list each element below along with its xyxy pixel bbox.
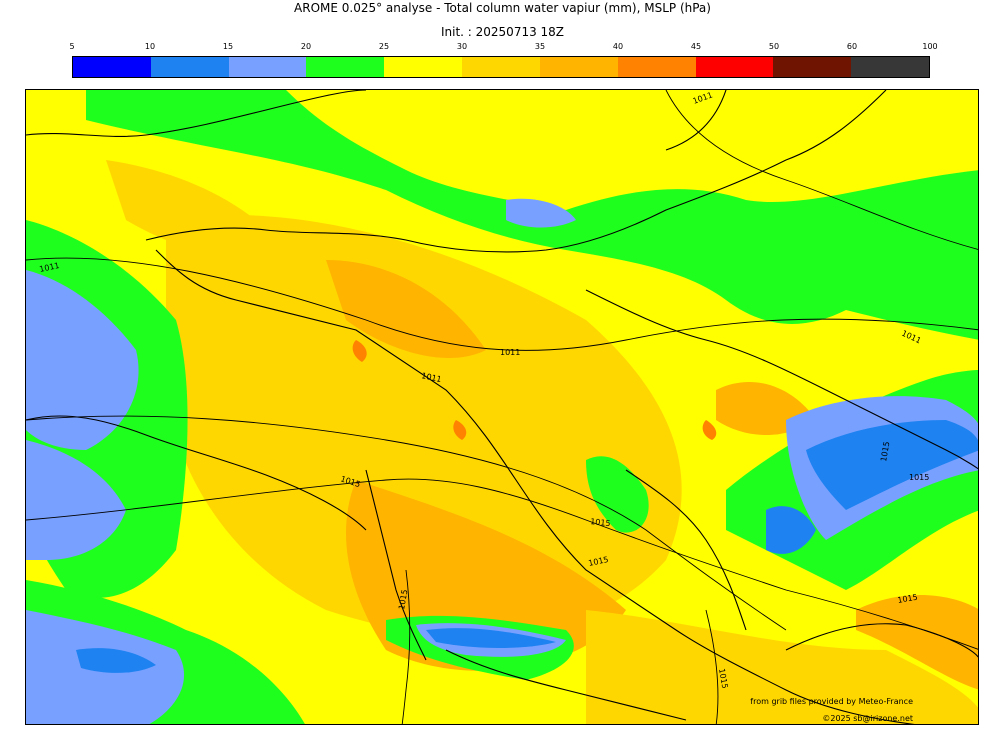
scale-tick: 50 <box>768 42 780 51</box>
scale-segment <box>695 57 774 77</box>
scale-tick: 5 <box>69 42 75 51</box>
scale-segment <box>228 57 307 77</box>
isobar-label: 1011 <box>500 348 520 357</box>
isobar-label: 1015 <box>717 668 729 690</box>
scale-segment <box>73 57 151 77</box>
isobar-label: 1015 <box>588 555 610 568</box>
isobar-labels: 1011 1011 1011 1011 1011 1015 1015 1015 … <box>39 90 930 690</box>
field-10-15 <box>76 648 156 673</box>
field-10-15 <box>426 628 556 648</box>
scale-segment <box>617 57 696 77</box>
source-credit: from grib files provided by Meteo-France <box>750 697 913 706</box>
field-30-35 <box>166 214 682 636</box>
coastline-borders <box>26 90 978 724</box>
isobar-label: 1011 <box>39 261 61 274</box>
scale-segment <box>539 57 618 77</box>
map-canvas <box>26 90 978 724</box>
field-40-45 <box>702 420 717 440</box>
scale-tick: 10 <box>144 42 156 51</box>
init-time: Init. : 20250713 18Z <box>440 25 565 39</box>
field-10-15 <box>766 506 816 554</box>
field-15-20 <box>26 440 126 560</box>
isobar-label: 1015 <box>397 589 409 611</box>
scale-tick: 100 <box>922 42 938 51</box>
scale-segment <box>306 57 385 77</box>
scale-tick: 45 <box>690 42 702 51</box>
scale-tick: 35 <box>534 42 546 51</box>
field-40-45 <box>352 340 367 362</box>
scale-segment <box>462 57 540 77</box>
map-title: AROME 0.025° analyse - Total column wate… <box>294 1 711 15</box>
isobar-label: 1011 <box>900 329 922 346</box>
color-scale-bar <box>72 56 930 78</box>
isobar-label: 1015 <box>590 517 611 528</box>
scale-segment <box>384 57 463 77</box>
field-30-35 <box>106 160 286 259</box>
isobar-label: 1015 <box>339 474 361 489</box>
field-15-20 <box>506 198 576 228</box>
scale-segment <box>773 57 852 77</box>
isobar-label: 1011 <box>692 90 714 105</box>
scale-tick: 30 <box>456 42 468 51</box>
isobar-lines <box>26 90 978 724</box>
field-35-40 <box>326 260 486 359</box>
water-vapour-map[interactable]: 1011 1011 1011 1011 1011 1015 1015 1015 … <box>25 89 979 725</box>
scale-segment <box>150 57 229 77</box>
field-15-20 <box>26 270 139 450</box>
isobar-label: 1015 <box>897 593 919 605</box>
scale-segment <box>851 57 929 77</box>
field-40-45 <box>453 420 467 440</box>
scale-tick: 15 <box>222 42 234 51</box>
scale-tick: 40 <box>612 42 624 51</box>
scale-tick: 20 <box>300 42 312 51</box>
field-10-15 <box>806 420 978 510</box>
field-30-35 <box>586 610 978 724</box>
isobar-label: 1011 <box>421 371 443 384</box>
scale-tick: 25 <box>378 42 390 51</box>
isobar-label: 1015 <box>909 473 929 482</box>
isobar-label: 1015 <box>879 441 891 463</box>
copyright-credit: ©2025 sb@irizone.net <box>822 714 913 723</box>
scale-tick: 60 <box>846 42 858 51</box>
